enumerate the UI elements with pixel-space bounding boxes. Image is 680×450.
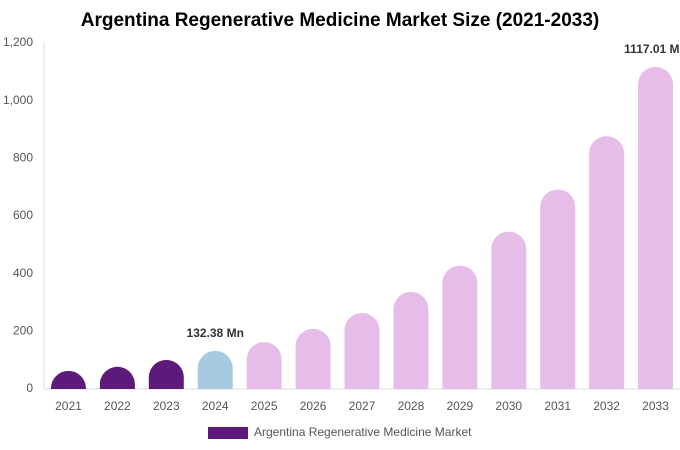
chart-title: Argentina Regenerative Medicine Market S… <box>81 10 599 31</box>
y-tick-label: 400 <box>13 266 33 280</box>
legend-label: Argentina Regenerative Medicine Market <box>254 425 472 439</box>
value-label: 1117.01 Mn <box>624 42 680 56</box>
legend-swatch <box>208 427 248 439</box>
bar <box>589 136 625 389</box>
bar <box>344 312 380 389</box>
bar <box>99 366 135 389</box>
value-label: 132.38 Mn <box>187 326 244 340</box>
x-tick-label: 2027 <box>349 399 376 413</box>
bar <box>197 350 233 389</box>
bar <box>246 342 282 389</box>
x-tick-label: 2031 <box>544 399 571 413</box>
y-tick-label: 800 <box>13 151 33 165</box>
x-tick-label: 2033 <box>642 399 669 413</box>
y-tick-label: 0 <box>26 381 33 395</box>
bar <box>638 66 674 390</box>
bar <box>442 265 478 389</box>
y-tick-label: 200 <box>13 324 33 338</box>
y-tick-label: 1,000 <box>3 93 33 107</box>
x-tick-label: 2021 <box>55 399 82 413</box>
x-tick-label: 2024 <box>202 399 229 413</box>
x-tick-label: 2032 <box>593 399 620 413</box>
x-tick-label: 2030 <box>495 399 522 413</box>
x-tick-label: 2029 <box>446 399 473 413</box>
x-tick-label: 2025 <box>251 399 278 413</box>
bar <box>540 189 576 389</box>
bar <box>148 359 184 389</box>
y-tick-label: 600 <box>13 208 33 222</box>
x-tick-label: 2022 <box>104 399 131 413</box>
bar <box>50 370 86 389</box>
bar <box>393 291 429 389</box>
bar <box>491 231 527 389</box>
x-tick-label: 2028 <box>398 399 425 413</box>
bar <box>295 328 331 389</box>
x-tick-label: 2023 <box>153 399 180 413</box>
x-tick-label: 2026 <box>300 399 327 413</box>
y-tick-label: 1,200 <box>3 35 33 49</box>
